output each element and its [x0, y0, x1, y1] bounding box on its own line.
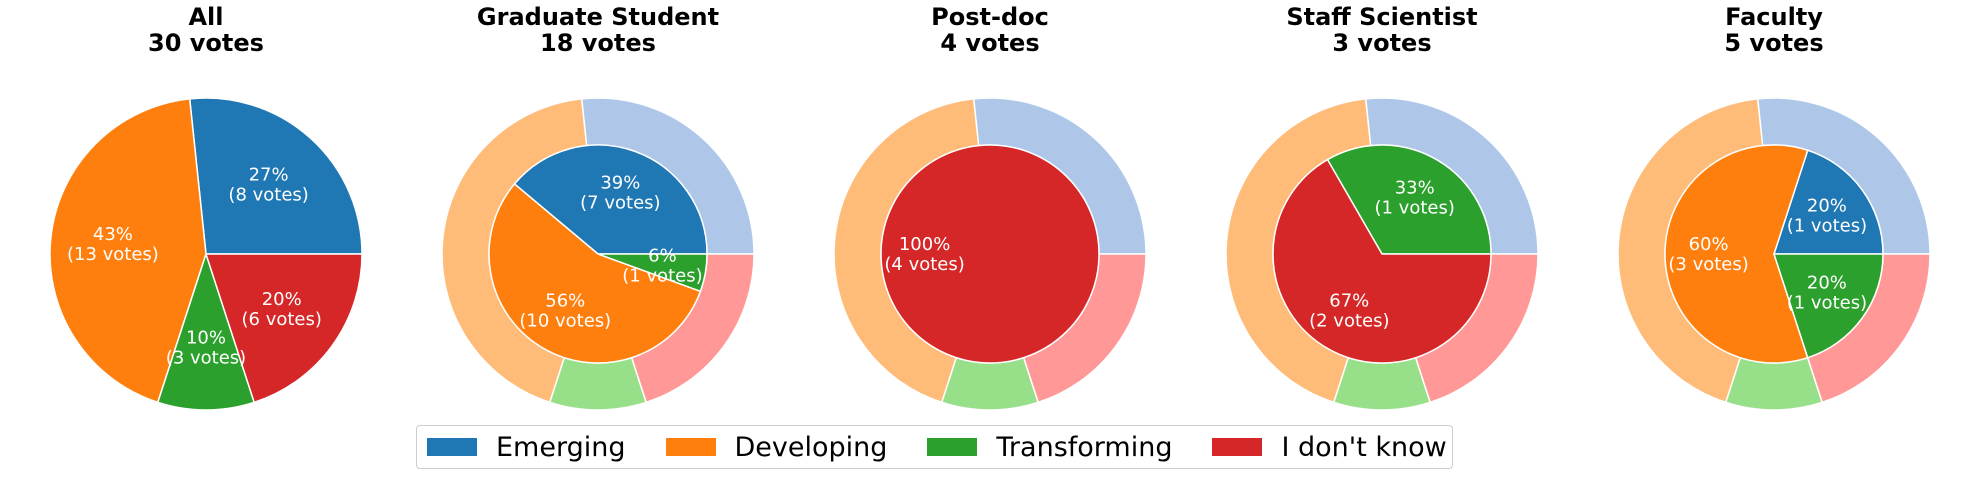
legend-item: I don't know — [1212, 431, 1447, 463]
slice-label: 100% (4 votes) — [884, 234, 964, 275]
slice-label: 20% (6 votes) — [242, 289, 322, 330]
slice-label: 67% (2 votes) — [1309, 291, 1389, 332]
pie-slice-transforming — [1772, 253, 1884, 359]
slice-label: 60% (3 votes) — [1668, 234, 1748, 275]
legend-label: I don't know — [1281, 431, 1447, 463]
pie-slice-i-don-t-know — [1272, 158, 1492, 364]
legend: Emerging Developing Transforming I don't kn… — [416, 425, 1453, 469]
legend-item: Developing — [665, 431, 888, 463]
chart-title: All — [188, 3, 223, 31]
legend-swatch — [665, 438, 716, 456]
pie-slice-emerging — [513, 144, 708, 255]
legend-swatch — [927, 438, 978, 456]
chart-subtitle: 3 votes — [1332, 29, 1431, 57]
slice-label: 27% (8 votes) — [228, 164, 308, 205]
pie-slice-i-don-t-know — [204, 253, 363, 404]
legend-swatch — [1212, 438, 1263, 456]
pie-slice-developing — [488, 182, 702, 364]
slice-label: 20% (1 votes) — [1787, 196, 1867, 237]
slice-label: 56% (10 votes) — [519, 291, 611, 332]
chart-subtitle: 18 votes — [540, 29, 656, 57]
pie-slice-transforming — [597, 253, 708, 293]
slice-label: 20% (1 votes) — [1787, 272, 1867, 313]
slice-label: 10% (3 votes) — [166, 328, 246, 369]
ring-slice-transforming — [1724, 356, 1824, 411]
ring-slice-transforming — [548, 356, 648, 411]
chart-subtitle: 30 votes — [148, 29, 264, 57]
slice-label: 6% (1 votes) — [622, 245, 702, 286]
legend-item: Transforming — [927, 432, 1172, 463]
slice-label: 43% (13 votes) — [67, 224, 159, 265]
pie-slice-emerging — [1772, 149, 1884, 255]
pie-slice-transforming — [156, 251, 256, 411]
pie-slice-developing — [1664, 144, 1809, 364]
chart-title: Graduate Student — [477, 3, 719, 31]
legend-swatch — [427, 438, 477, 456]
chart-title: Faculty — [1725, 3, 1823, 31]
chart-subtitle: 5 votes — [1724, 29, 1823, 57]
legend-label: Developing — [734, 431, 888, 463]
legend-item: Emerging — [427, 432, 626, 463]
chart-title: Post-doc — [931, 3, 1049, 31]
slice-label: 33% (1 votes) — [1374, 177, 1454, 218]
pie-slice-developing — [49, 98, 207, 404]
pie-slice-emerging — [188, 97, 363, 255]
legend-label: Emerging — [496, 431, 626, 463]
legend-label: Transforming — [996, 431, 1173, 463]
ring-slice-transforming — [940, 356, 1040, 411]
chart-title: Staff Scientist — [1286, 3, 1477, 31]
ring-slice-transforming — [1332, 356, 1432, 411]
slice-label: 39% (7 votes) — [580, 173, 660, 214]
pie-slice-transforming — [1326, 144, 1492, 255]
chart-subtitle: 4 votes — [940, 29, 1039, 57]
pie-slice-i-don-t-know — [880, 144, 1100, 364]
